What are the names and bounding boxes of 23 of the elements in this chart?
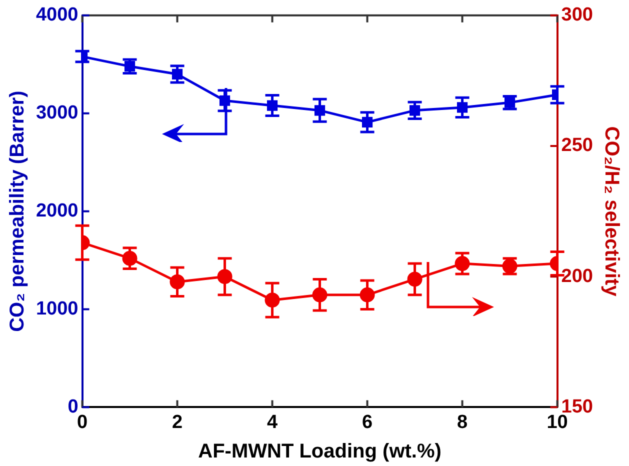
y-tick-label: 2000 [36,200,78,222]
x-axis-title: AF-MWNT Loading (wt.%) [198,440,442,463]
y-tick-label: 0 [68,396,78,418]
y2-axis-title: CO₂/H₂ selectivity [600,126,622,298]
y-tick-label: 3000 [36,102,78,124]
x-tick-label: 8 [457,412,468,433]
x-tick-label: 6 [362,412,373,433]
point [264,292,280,308]
point [454,256,470,272]
point [217,269,232,284]
y-tick-label: 1000 [36,298,78,320]
point [360,287,375,302]
y2-tick-label: 300 [561,4,593,26]
y2-tick-label: 250 [561,135,593,156]
y2-tick-label: 200 [561,266,593,287]
y-axis-title: CO₂ permeability (Barrer) [6,90,29,332]
y-tick-label: 4000 [36,4,78,26]
point [122,250,138,266]
point [312,287,328,302]
x-tick-label: 4 [266,412,278,433]
x-tick-label: 2 [172,412,183,433]
point [407,272,422,287]
point [170,274,185,290]
